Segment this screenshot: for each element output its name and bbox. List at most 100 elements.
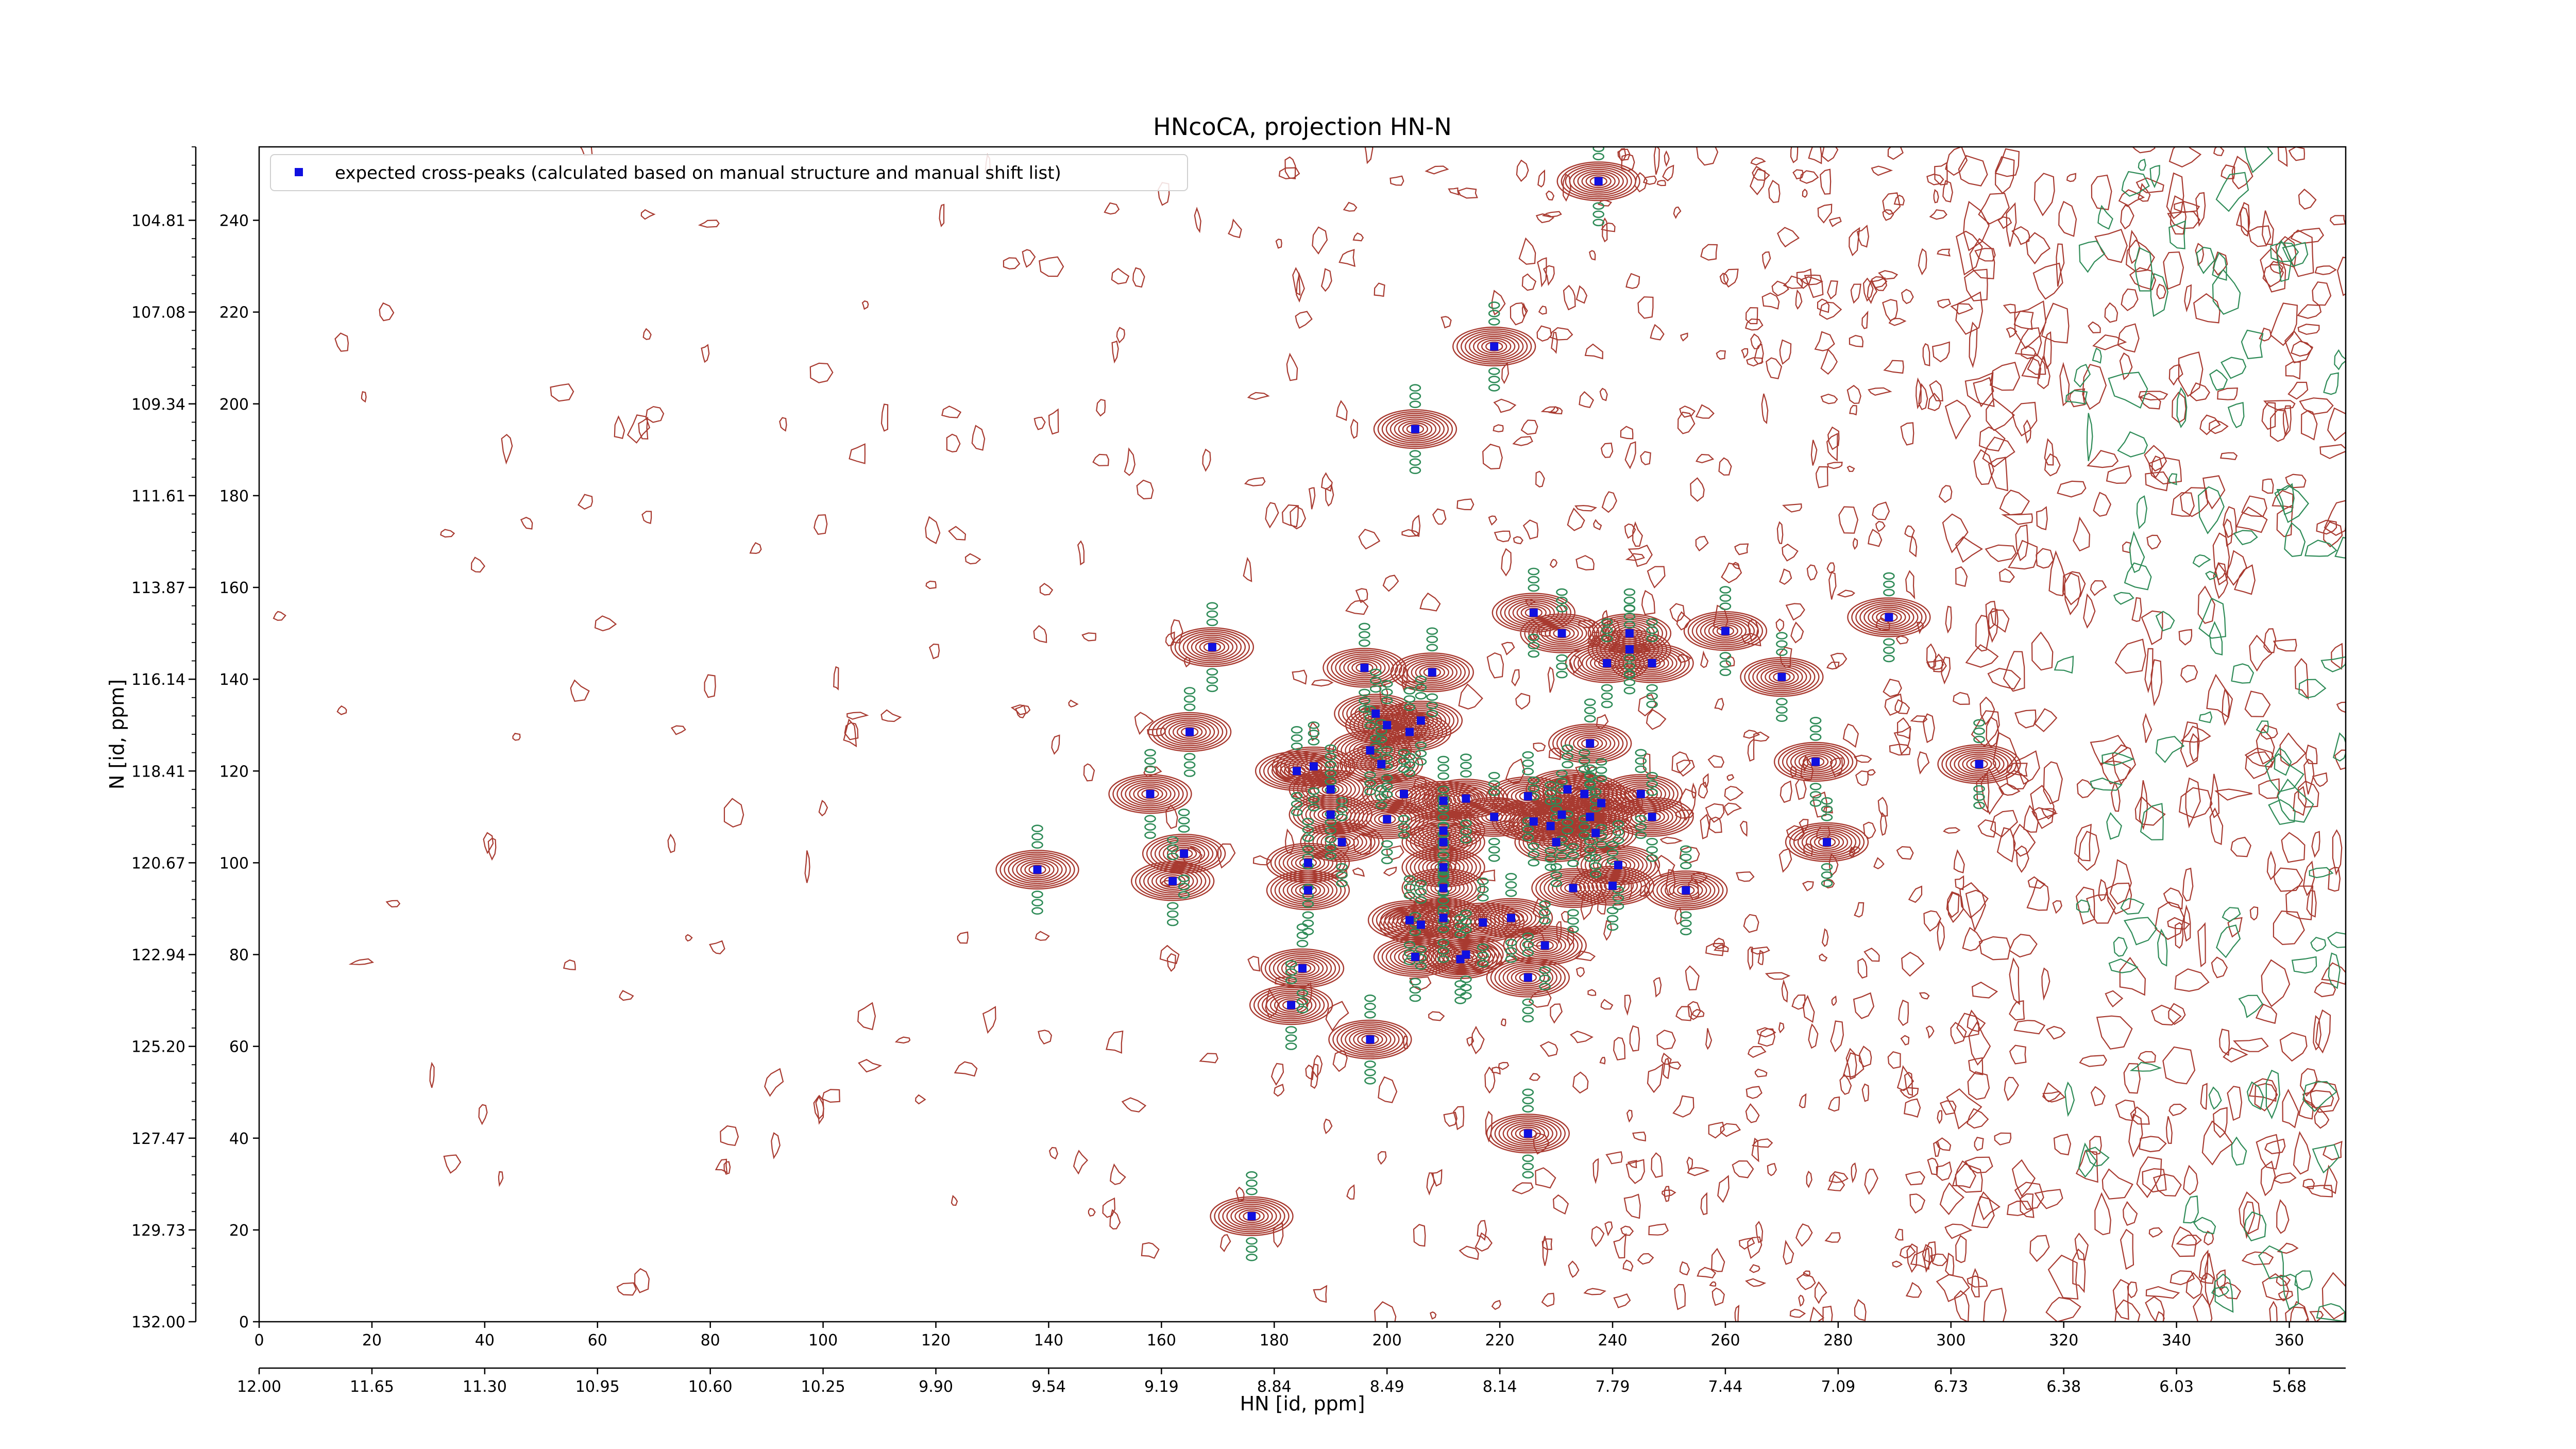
ppm-x-tick-label-18: 5.68 bbox=[2272, 1378, 2307, 1396]
cross-peak-marker-17 bbox=[1383, 721, 1392, 730]
peak-marker-layer bbox=[1033, 177, 1984, 1221]
ppm-x-tick-label-3: 10.95 bbox=[575, 1378, 620, 1396]
ppm-y-tick-label-12: 104.81 bbox=[131, 212, 185, 230]
ppm-x-tick-label-2: 11.30 bbox=[463, 1378, 507, 1396]
x-tick-label-5: 100 bbox=[808, 1332, 838, 1350]
cross-peak-marker-58 bbox=[1439, 884, 1448, 892]
ppm-y-tick-label-10: 109.34 bbox=[131, 396, 185, 414]
y-tick-label-12: 240 bbox=[219, 212, 249, 230]
cross-peak-marker-6 bbox=[1625, 629, 1634, 638]
ppm-y-tick-label-8: 113.87 bbox=[131, 579, 185, 597]
ppm-x-tick-label-7: 9.54 bbox=[1031, 1378, 1066, 1396]
cross-peak-marker-33 bbox=[1563, 785, 1572, 794]
ppm-y-tick-label-11: 107.08 bbox=[131, 304, 185, 322]
ppm-x-tick-label-10: 8.49 bbox=[1370, 1378, 1404, 1396]
y-tick-label-7: 140 bbox=[219, 671, 249, 689]
ppm-y-tick-label-7: 116.14 bbox=[131, 671, 185, 689]
ppm-x-tick-label-13: 7.44 bbox=[1708, 1378, 1743, 1396]
x-tick-label-11: 220 bbox=[1485, 1332, 1514, 1350]
y-tick-label-10: 200 bbox=[219, 396, 249, 414]
ppm-y-tick-label-4: 122.94 bbox=[131, 947, 185, 965]
cross-peak-marker-4 bbox=[1529, 609, 1538, 617]
axes-layer: 0 20 40 60 80 100 120 140 160 180 200 220 240 260 280 3… bbox=[131, 146, 2346, 1396]
x-tick-label-18: 360 bbox=[2275, 1332, 2304, 1350]
cross-peak-marker-11 bbox=[1885, 613, 1893, 621]
cross-peak-marker-75 bbox=[1523, 1129, 1532, 1138]
y-tick-label-9: 180 bbox=[219, 487, 249, 506]
cross-peak-marker-1 bbox=[1490, 342, 1499, 351]
x-tick-label-2: 40 bbox=[475, 1332, 495, 1350]
y-tick-label-6: 120 bbox=[219, 763, 249, 781]
x-tick-label-0: 0 bbox=[254, 1332, 264, 1350]
cross-peak-marker-16 bbox=[1371, 709, 1380, 718]
y-tick-label-0: 0 bbox=[239, 1313, 249, 1332]
cross-peak-marker-31 bbox=[1462, 794, 1470, 803]
y-tick-label-4: 80 bbox=[229, 947, 249, 965]
ppm-y-tick-label-2: 127.47 bbox=[131, 1130, 185, 1148]
cross-peak-marker-22 bbox=[1309, 762, 1318, 771]
cross-peak-marker-9 bbox=[1648, 659, 1656, 667]
cross-peak-marker-24 bbox=[1586, 739, 1595, 748]
cross-peak-marker-34 bbox=[1580, 789, 1589, 798]
ppm-y-tick-label-6: 118.41 bbox=[131, 763, 185, 781]
cross-peak-marker-47 bbox=[1552, 838, 1561, 847]
x-tick-label-13: 260 bbox=[1710, 1332, 1740, 1350]
ppm-x-tick-label-15: 6.73 bbox=[1934, 1378, 1968, 1396]
cross-peak-marker-14 bbox=[1428, 668, 1436, 677]
cross-peak-marker-37 bbox=[1326, 810, 1335, 819]
chart-title: HNcoCA, projection HN-N bbox=[1153, 113, 1452, 141]
cross-peak-marker-18 bbox=[1405, 728, 1414, 736]
cross-peak-marker-19 bbox=[1416, 716, 1425, 725]
cross-peak-marker-10 bbox=[1721, 627, 1730, 635]
x-tick-label-16: 320 bbox=[2049, 1332, 2078, 1350]
y-tick-label-8: 160 bbox=[219, 579, 249, 597]
cross-peak-marker-60 bbox=[1608, 881, 1617, 890]
ppm-x-tick-label-8: 9.19 bbox=[1144, 1378, 1179, 1396]
cross-peak-marker-55 bbox=[1033, 865, 1042, 874]
y-tick-label-2: 40 bbox=[229, 1130, 249, 1148]
cross-peak-marker-45 bbox=[1337, 838, 1346, 847]
legend-label: expected cross-peaks (calculated based o… bbox=[335, 163, 1061, 183]
x-tick-label-12: 240 bbox=[1598, 1332, 1627, 1350]
cross-peak-marker-7 bbox=[1625, 645, 1634, 654]
cross-peak-marker-43 bbox=[1586, 813, 1595, 821]
cross-peak-marker-66 bbox=[1479, 918, 1487, 927]
cross-peak-marker-59 bbox=[1569, 884, 1578, 892]
cross-peak-marker-46 bbox=[1439, 838, 1448, 847]
ppm-x-tick-label-6: 9.90 bbox=[919, 1378, 953, 1396]
ppm-x-tick-label-5: 10.25 bbox=[801, 1378, 845, 1396]
cross-peak-marker-39 bbox=[1439, 827, 1448, 835]
x-tick-label-4: 80 bbox=[701, 1332, 720, 1350]
cross-peak-marker-44 bbox=[1648, 813, 1656, 821]
x-tick-label-6: 120 bbox=[921, 1332, 951, 1350]
cross-peak-marker-56 bbox=[1168, 877, 1177, 885]
legend: expected cross-peaks (calculated based o… bbox=[270, 154, 1188, 191]
ppm-x-tick-label-16: 6.38 bbox=[2046, 1378, 2081, 1396]
cross-peak-marker-29 bbox=[1400, 789, 1408, 798]
x-tick-label-14: 280 bbox=[1823, 1332, 1853, 1350]
ppm-x-tick-label-11: 8.14 bbox=[1483, 1378, 1517, 1396]
ppm-x-tick-label-12: 7.79 bbox=[1596, 1378, 1630, 1396]
cross-peak-marker-42 bbox=[1557, 810, 1566, 819]
ppm-x-tick-label-4: 10.60 bbox=[688, 1378, 733, 1396]
cross-peak-marker-13 bbox=[1360, 663, 1369, 672]
legend-marker bbox=[295, 168, 303, 176]
cross-peak-marker-74 bbox=[1366, 1035, 1375, 1044]
cross-peak-marker-20 bbox=[1366, 746, 1375, 755]
cross-peak-marker-15 bbox=[1185, 728, 1194, 736]
cross-peak-marker-69 bbox=[1411, 953, 1419, 961]
cross-peak-marker-51 bbox=[1180, 849, 1189, 858]
cross-peak-marker-63 bbox=[1416, 920, 1425, 929]
cross-peak-marker-61 bbox=[1682, 886, 1690, 895]
cross-peak-marker-70 bbox=[1456, 955, 1465, 964]
cross-peak-marker-38 bbox=[1383, 815, 1392, 823]
cross-peak-marker-25 bbox=[1811, 757, 1820, 766]
y-tick-label-3: 60 bbox=[229, 1038, 249, 1056]
ppm-x-tick-label-1: 11.65 bbox=[350, 1378, 394, 1396]
cross-peak-marker-50 bbox=[1823, 838, 1831, 847]
cross-peak-marker-26 bbox=[1975, 760, 1984, 768]
y-tick-label-1: 20 bbox=[229, 1222, 249, 1240]
cross-peak-marker-40 bbox=[1490, 813, 1499, 821]
cross-peak-marker-27 bbox=[1146, 789, 1155, 798]
